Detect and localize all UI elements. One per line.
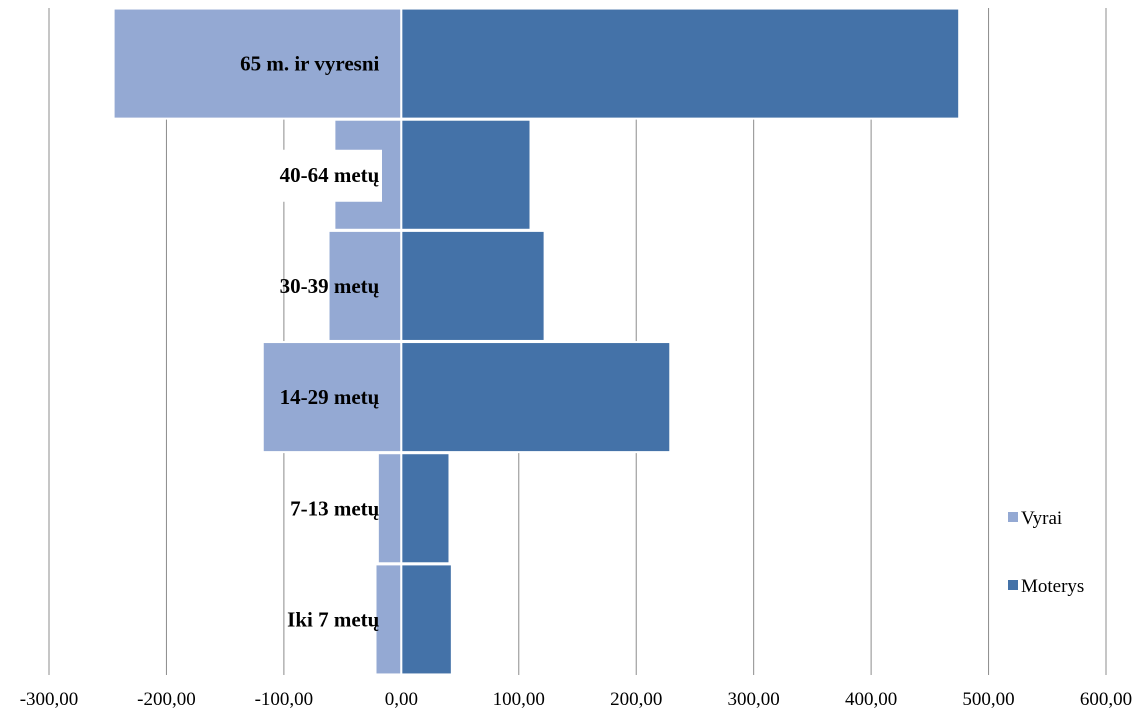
x-tick-label: 300,00	[728, 689, 780, 710]
x-tick-label: 500,00	[962, 689, 1014, 710]
label-background	[200, 149, 382, 202]
category-label: 14-29 metų	[280, 385, 380, 409]
bar-moterys-2	[400, 341, 672, 454]
x-tick-label: 100,00	[493, 689, 545, 710]
x-tick-label: 200,00	[610, 689, 662, 710]
legend-swatch-moterys	[1008, 580, 1018, 590]
category-label: 65 m. ir vyresni	[240, 52, 379, 76]
bar-moterys-3	[400, 229, 546, 342]
bar-moterys-5	[400, 7, 961, 120]
x-tick-label: -300,00	[20, 689, 79, 710]
category-label: Iki 7 metų	[287, 607, 379, 631]
x-tick-label: -200,00	[137, 689, 196, 710]
bar-moterys-0	[400, 563, 453, 676]
x-tick-label: 600,00	[1080, 689, 1132, 710]
category-label: 40-64 metų	[280, 163, 380, 187]
x-tick-label: 400,00	[845, 689, 897, 710]
x-tick-label: -100,00	[255, 689, 314, 710]
bar-vyrai-5	[112, 7, 403, 120]
x-tick-label: 0,00	[385, 689, 418, 710]
bar-vyrai-0	[374, 563, 403, 676]
category-label: 7-13 metų	[290, 496, 380, 520]
bar-vyrai-1	[376, 452, 403, 565]
legend-label-moterys: Moterys	[1021, 576, 1084, 597]
x-axis-ticks: -300,00 -200,00 -100,00 0,00 100,00 200,00 300…	[20, 689, 1132, 710]
bar-vyrai-3	[327, 229, 403, 342]
bar-moterys-4	[400, 118, 532, 231]
bars	[112, 7, 961, 676]
legend: Vyrai Moterys	[1008, 508, 1084, 597]
bar-moterys-1	[400, 452, 451, 565]
category-label: 30-39 metų	[280, 274, 380, 298]
category-labels: Iki 7 metų 7-13 metų 14-29 metų 30-39 metų 6…	[200, 52, 382, 631]
legend-swatch-vyrai	[1008, 512, 1018, 522]
legend-label-vyrai: Vyrai	[1021, 508, 1062, 529]
